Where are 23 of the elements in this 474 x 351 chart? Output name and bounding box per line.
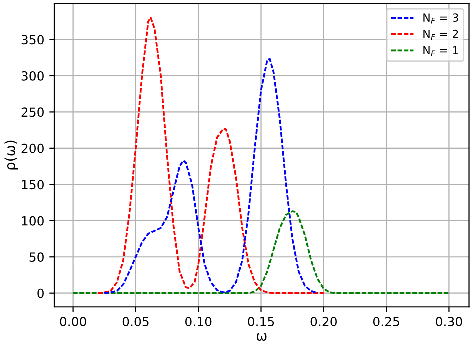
x-tick-label: 0.05 (122, 317, 149, 327)
legend-label: N$_{F}$ = 1 (424, 46, 458, 56)
x-tick-label: 0.00 (60, 317, 86, 327)
line-series (72, 210, 450, 294)
x-tick-label: 0.30 (436, 317, 462, 327)
x-tick-label: 0.15 (248, 317, 274, 327)
line-series (104, 58, 319, 294)
y-tick-label: 200 (22, 144, 44, 154)
y-tick-label: 100 (22, 216, 44, 226)
line-series (97, 17, 325, 294)
x-tick-label: 0.10 (186, 317, 212, 327)
y-tick-label: 300 (22, 71, 44, 81)
x-tick-label: 0.25 (373, 317, 400, 327)
legend-label: N$_{F}$ = 2 (424, 30, 458, 40)
y-tick-label: 50 (30, 252, 44, 262)
y-tick-label: 0 (38, 288, 44, 298)
y-axis-title: ρ(ω) (4, 140, 18, 170)
y-tick-label: 350 (22, 35, 44, 45)
x-axis-title: ω (256, 333, 267, 342)
x-tick-label: 0.20 (310, 317, 337, 327)
legend-label: N$_{F}$ = 3 (424, 14, 458, 24)
y-tick-label: 150 (22, 180, 44, 190)
y-tick-label: 250 (22, 108, 44, 118)
